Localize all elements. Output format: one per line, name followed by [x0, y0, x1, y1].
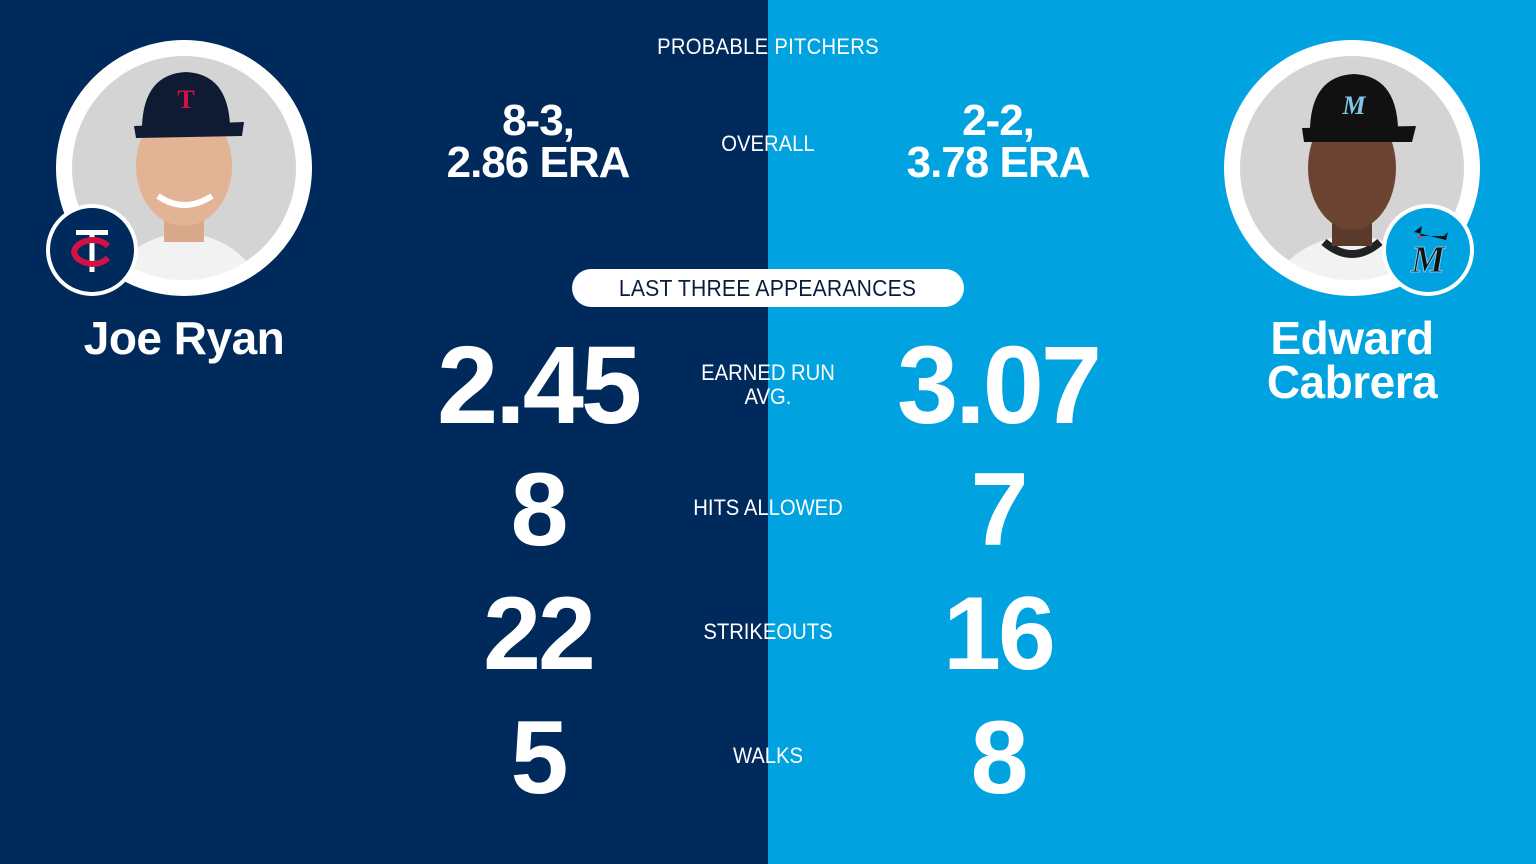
marlins-m-logo-icon: M [1410, 226, 1448, 282]
player-photo-edward-cabrera: M [1240, 56, 1464, 280]
player-name-left: Joe Ryan [83, 312, 285, 364]
player-name-right: Edward Cabrera [1266, 312, 1438, 408]
svg-text:M: M [1341, 91, 1366, 120]
player-card-right: M M Edward Cabrera [1224, 40, 1480, 405]
overall-stat-right: 2-2, 3.78 ERA [906, 96, 1091, 187]
overall-label: OVERALL [721, 131, 815, 156]
walks-label: WALKS [732, 743, 804, 768]
era-value-right: 3.07 [896, 324, 1102, 447]
era-label: EARNED RUN AVG. [701, 360, 835, 409]
svg-text:T: T [177, 85, 194, 114]
era-value-left: 2.45 [436, 324, 642, 447]
twins-tc-logo-icon [70, 230, 111, 272]
twins-logo-badge [46, 204, 138, 296]
section-pill-last-three: LAST THREE APPEARANCES [572, 269, 964, 307]
walks-value-right: 8 [970, 700, 1029, 816]
page-title: PROBABLE PITCHERS [657, 34, 879, 59]
hits-label: HITS ALLOWED [693, 495, 843, 520]
player-card-left: T Joe Ryan [46, 40, 312, 361]
player-headshot-icon: T [112, 72, 256, 280]
hits-value-right: 7 [970, 452, 1029, 568]
overall-stat-left: 8-3, 2.86 ERA [446, 96, 631, 187]
player-photo-frame: M [1224, 40, 1480, 296]
strikeouts-value-right: 16 [943, 576, 1056, 692]
strikeouts-value-left: 22 [483, 576, 596, 692]
walks-value-left: 5 [510, 700, 569, 816]
hits-value-left: 8 [510, 452, 569, 568]
svg-text:M: M [1410, 239, 1446, 281]
strikeouts-label: STRIKEOUTS [703, 619, 833, 644]
marlins-logo-badge: M [1382, 204, 1474, 296]
